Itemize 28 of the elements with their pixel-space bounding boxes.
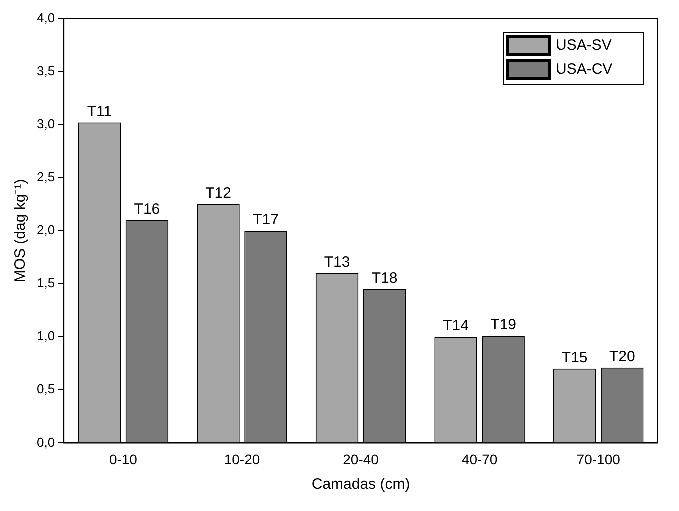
data-label: T12 bbox=[206, 185, 232, 202]
x-tick-label: 0-10 bbox=[109, 451, 138, 468]
data-label: T17 bbox=[253, 212, 279, 229]
x-tick-label: 40-70 bbox=[462, 451, 498, 468]
x-axis-title: Camadas (cm) bbox=[312, 476, 410, 494]
x-tick-label: 20-40 bbox=[343, 451, 380, 468]
data-label: T13 bbox=[324, 254, 350, 272]
x-tick-label: 10-20 bbox=[224, 451, 260, 468]
data-label: T20 bbox=[609, 348, 636, 366]
legend-label: USA-CV bbox=[556, 60, 613, 78]
y-tick-label: 4,0 bbox=[36, 10, 56, 26]
data-label: T15 bbox=[562, 350, 588, 367]
data-label: T19 bbox=[490, 316, 517, 334]
y-tick-label: 0,5 bbox=[36, 382, 56, 397]
data-label: T18 bbox=[372, 270, 398, 287]
data-label: T14 bbox=[443, 318, 469, 335]
y-tick-label: 2,0 bbox=[36, 222, 56, 238]
y-tick-label: 1,0 bbox=[36, 328, 56, 344]
y-axis-title: MOS (dag kg⁻¹) bbox=[12, 179, 30, 283]
y-tick-label: 3,0 bbox=[36, 116, 56, 132]
data-label: T16 bbox=[134, 201, 160, 218]
y-tick-label: 0,0 bbox=[36, 434, 56, 450]
y-tick-label: 3,5 bbox=[36, 63, 56, 78]
y-tick-label: 1,5 bbox=[36, 276, 56, 291]
y-tick-label: 2,5 bbox=[36, 170, 56, 185]
legend-label: USA-SV bbox=[556, 36, 612, 54]
data-label: T11 bbox=[87, 103, 112, 120]
x-tick-label: 70-100 bbox=[576, 451, 621, 468]
